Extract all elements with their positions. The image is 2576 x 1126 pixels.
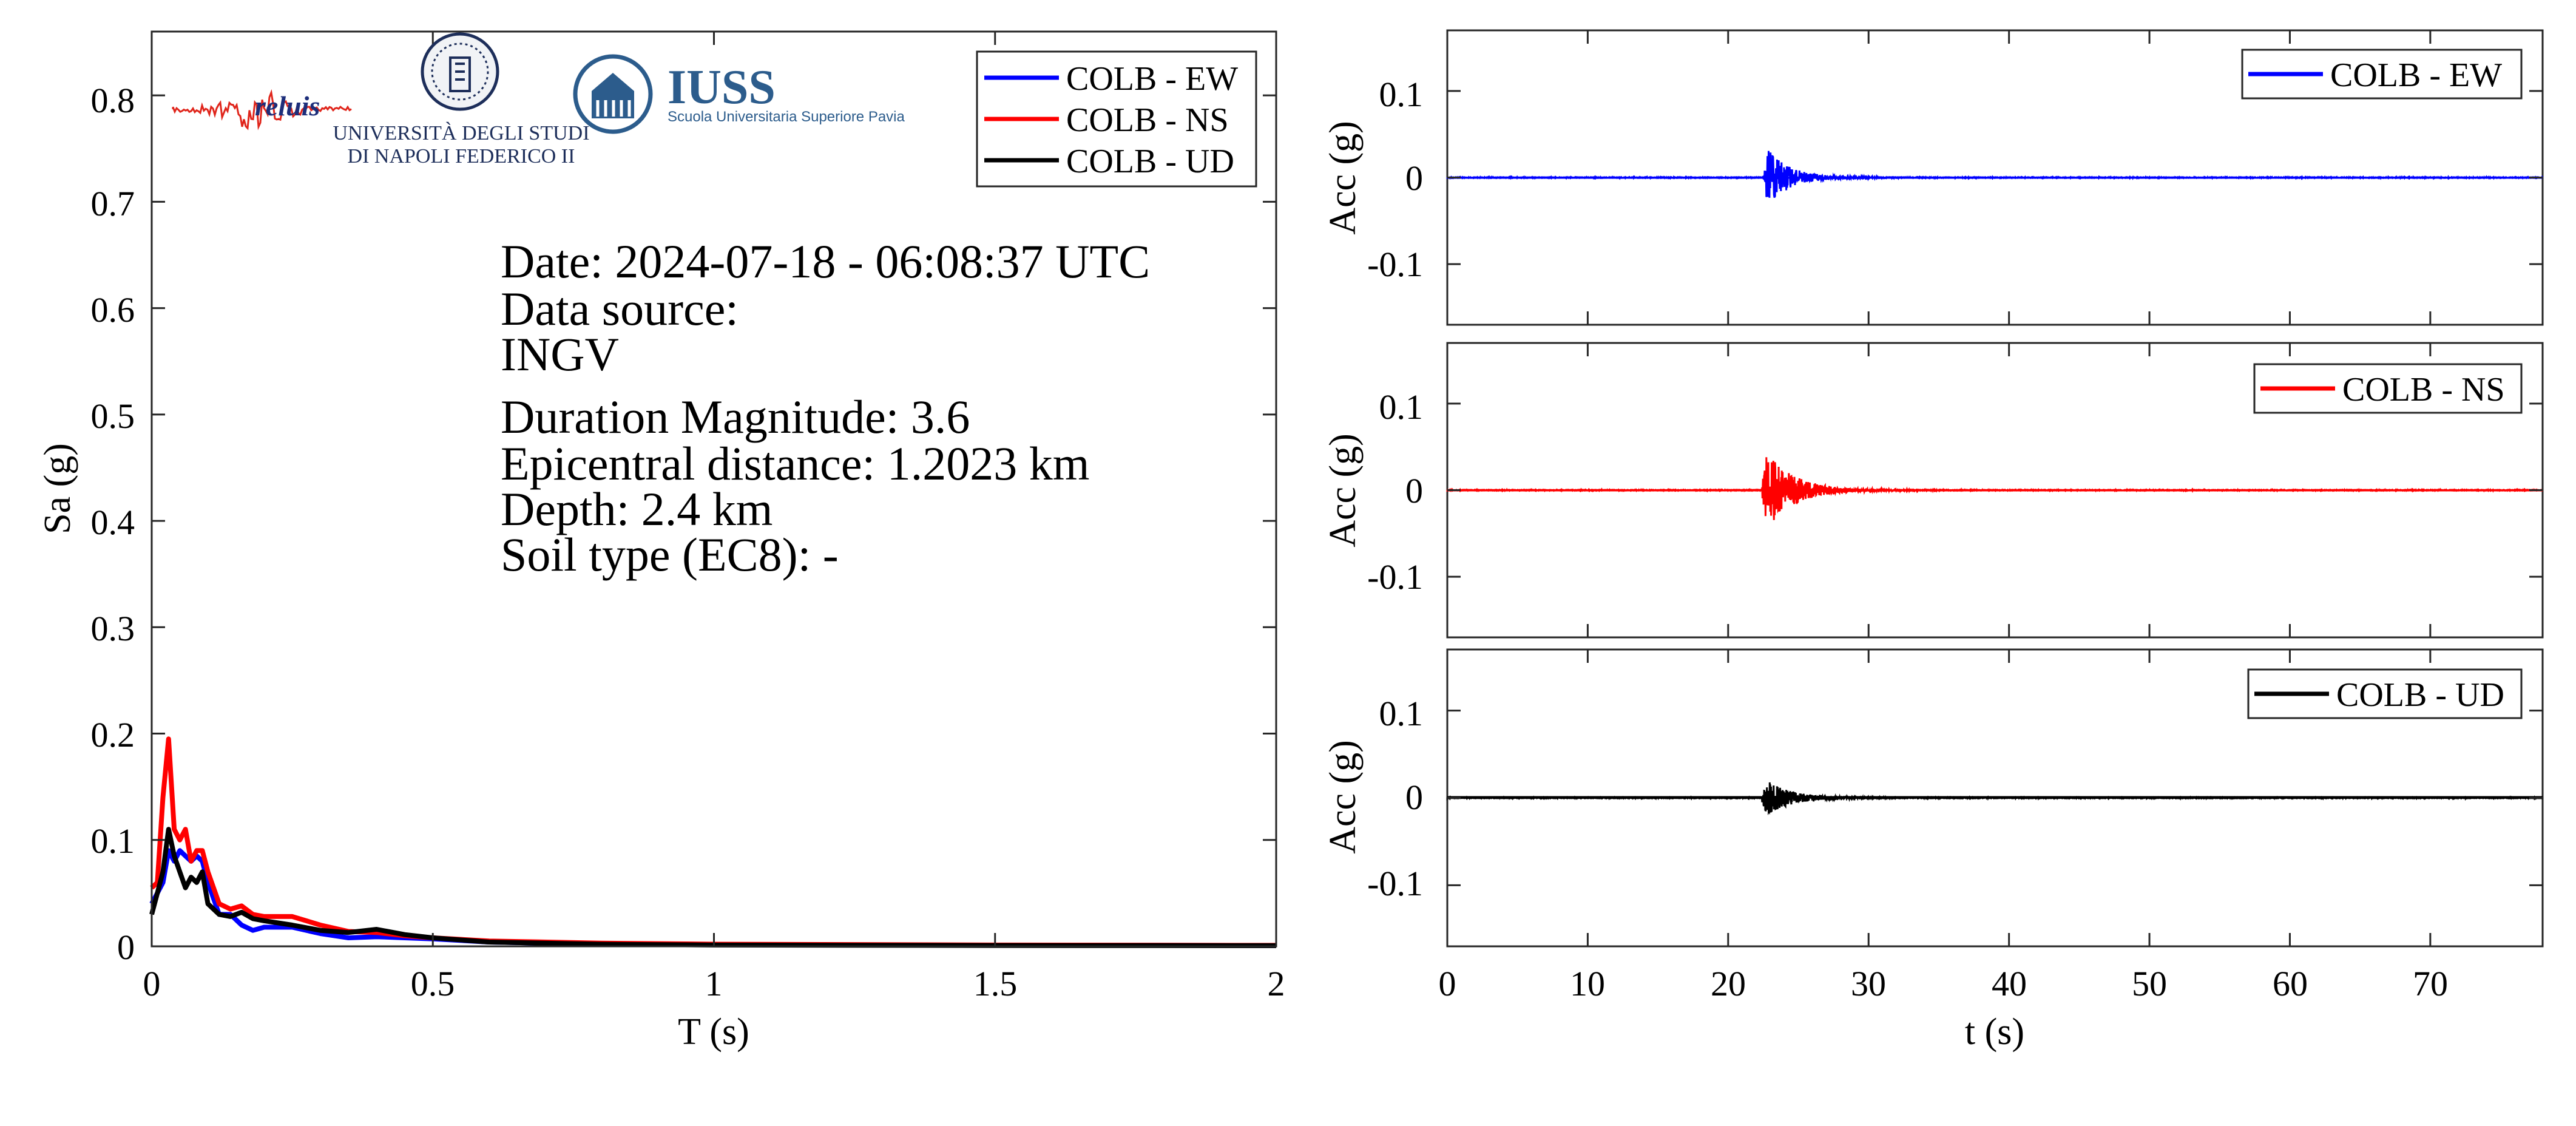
y-tick-label: 0.3: [91, 609, 135, 648]
reluis-wave-icon: [172, 89, 352, 131]
iuss-logo-title: IUSS: [668, 61, 776, 114]
event-info: Date: 2024-07-18 - 06:08:37 UTC Data sou…: [501, 235, 1150, 581]
legend-label-ud: COLB - UD: [1066, 143, 1234, 180]
y-tick-label: 0.1: [1379, 694, 1424, 733]
x-tick-label: 70: [2413, 964, 2448, 1003]
y-tick-label: 0.1: [91, 821, 135, 861]
acc-ud-tick-marks: [1446, 649, 2543, 946]
x-tick-label: 2: [1268, 964, 1285, 1003]
y-tick-label: 0.1: [1379, 75, 1424, 114]
y-tick-label: 0: [1405, 471, 1423, 510]
spectrum-series-ns-line: [150, 736, 1277, 948]
x-tick-label: 1: [705, 964, 723, 1003]
event-date: Date: 2024-07-18 - 06:08:37 UTC: [501, 235, 1150, 288]
legend-label-ns: COLB - NS: [2342, 371, 2505, 409]
reluis-logo: reluis: [172, 89, 352, 131]
spectrum-curves: [149, 736, 1277, 948]
acc-ud-series-line: [1446, 782, 2543, 816]
acc-ud-legend: COLB - UD: [2247, 668, 2523, 719]
acc-ns-legend: COLB - NS: [2253, 363, 2523, 414]
acc-ns-series-line: [1446, 457, 2543, 520]
x-tick-label: 0: [143, 964, 161, 1003]
iuss-logo: IUSS Scuola Universitaria Superiore Pavi…: [573, 54, 905, 134]
reluis-logo-text: reluis: [255, 90, 320, 121]
x-tick-label: 1.5: [973, 964, 1018, 1003]
y-tick-label: 0.4: [91, 503, 135, 542]
acc-ns-y-axis-label: Acc (g): [1322, 433, 1364, 548]
unina-logo-line2: DI NAPOLI FEDERICO II: [348, 145, 575, 168]
unina-logo-line1: UNIVERSITÀ DEGLI STUDI: [333, 122, 589, 144]
y-tick-label: 0: [1405, 158, 1423, 198]
spectrum-x-ticklabels: 0 0.5 1 1.5 2: [143, 964, 1285, 1003]
accelerogram-ns-chart: 0.1 0 -0.1 Acc (g) COLB - NS: [1322, 342, 2544, 639]
acc-x-ticklabels: 0 10 20 30 40 50 60 70: [1439, 964, 2449, 1003]
x-tick-label: 0: [1439, 964, 1456, 1003]
acc-ew-tick-marks: [1446, 30, 2543, 325]
x-tick-label: 60: [2273, 964, 2308, 1003]
acc-ns-y-ticklabels: 0.1 0 -0.1: [1367, 387, 1423, 597]
spectrum-y-axis-label: Sa (g): [37, 443, 78, 534]
y-tick-label: -0.1: [1367, 245, 1423, 284]
y-tick-label: -0.1: [1367, 864, 1423, 903]
x-tick-label: 30: [1851, 964, 1886, 1003]
legend-label-ew: COLB - EW: [1066, 60, 1238, 98]
legend-label-ns: COLB - NS: [1066, 101, 1229, 139]
legend-label-ew: COLB - EW: [2330, 56, 2502, 94]
acc-ew-series-line: [1446, 151, 2543, 198]
accelerogram-ew-chart: 0.1 0 -0.1 Acc (g) COLB - EW: [1322, 29, 2544, 326]
acc-ns-tick-marks: [1446, 343, 2543, 637]
iuss-logo-subtitle: Scuola Universitaria Superiore Pavia: [668, 109, 905, 125]
acc-ud-y-ticklabels: 0.1 0 -0.1: [1367, 694, 1423, 903]
acc-ew-y-axis-label: Acc (g): [1322, 121, 1364, 235]
x-tick-label: 50: [2132, 964, 2167, 1003]
spectrum-series-ud-line: [149, 827, 1277, 948]
y-tick-label: 0.1: [1379, 387, 1424, 427]
y-tick-label: 0.2: [91, 715, 135, 755]
spectrum-legend: COLB - EW COLB - NS COLB - UD: [976, 50, 1257, 188]
y-tick-label: 0: [1405, 778, 1423, 817]
y-tick-label: 0.7: [91, 184, 135, 223]
data-source-label: Data source:: [501, 282, 739, 335]
spectrum-x-axis-label: T (s): [678, 1011, 749, 1053]
acc-x-axis-label: t (s): [1965, 1011, 2024, 1053]
x-tick-label: 10: [1570, 964, 1605, 1003]
epicentral-distance: Epicentral distance: 1.2023 km: [501, 437, 1089, 490]
y-tick-label: 0: [117, 928, 135, 967]
spectrum-chart: 0 0.1 0.2 0.3 0.4 0.5 0.6 0.7 0.8 0 0.5 …: [37, 30, 1285, 1053]
spectrum-y-ticklabels: 0 0.1 0.2 0.3 0.4 0.5 0.6 0.7 0.8: [91, 81, 135, 967]
y-tick-label: 0.6: [91, 290, 135, 330]
event-depth: Depth: 2.4 km: [501, 483, 772, 535]
acc-ud-y-axis-label: Acc (g): [1322, 740, 1364, 854]
y-tick-label: 0.5: [91, 396, 135, 436]
x-tick-label: 0.5: [411, 964, 455, 1003]
acc-ew-legend: COLB - EW: [2241, 49, 2523, 100]
accelerogram-ud-chart: 0.1 0 -0.1 Acc (g) COLB - UD 0 10 20 30 …: [1322, 648, 2544, 1053]
event-magnitude: Duration Magnitude: 3.6: [501, 390, 970, 443]
acc-ew-y-ticklabels: 0.1 0 -0.1: [1367, 75, 1423, 284]
soil-type: Soil type (EC8): -: [501, 528, 839, 581]
x-tick-label: 40: [1992, 964, 2027, 1003]
spectrum-tick-marks: [150, 32, 1277, 948]
data-source-value: INGV: [501, 328, 619, 381]
x-tick-label: 20: [1711, 964, 1746, 1003]
y-tick-label: -0.1: [1367, 557, 1423, 597]
unina-logo: UNIVERSITÀ DEGLI STUDI DI NAPOLI FEDERIC…: [333, 32, 590, 168]
legend-label-ud: COLB - UD: [2336, 676, 2504, 714]
y-tick-label: 0.8: [91, 81, 135, 120]
